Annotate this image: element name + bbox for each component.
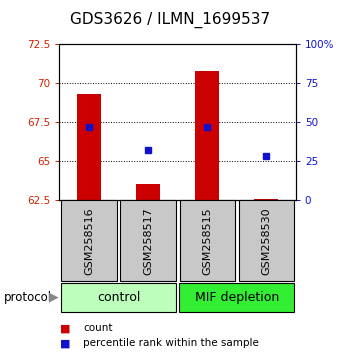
Bar [62, 200, 117, 281]
Text: control: control [97, 291, 140, 304]
Text: ▶: ▶ [49, 291, 58, 304]
Bar [179, 283, 294, 312]
Text: percentile rank within the sample: percentile rank within the sample [83, 338, 259, 348]
Text: count: count [83, 323, 113, 333]
Bar [120, 200, 176, 281]
Text: GDS3626 / ILMN_1699537: GDS3626 / ILMN_1699537 [70, 11, 270, 28]
Text: GSM258530: GSM258530 [261, 207, 271, 275]
Bar [254, 199, 278, 200]
Text: GSM258516: GSM258516 [84, 207, 94, 275]
Bar [180, 200, 235, 281]
Bar [77, 94, 101, 200]
Text: protocol: protocol [3, 291, 52, 304]
Bar [61, 283, 176, 312]
Text: ■: ■ [59, 338, 70, 348]
Text: GSM258515: GSM258515 [202, 207, 212, 275]
Text: MIF depletion: MIF depletion [194, 291, 279, 304]
Bar [195, 71, 219, 200]
Text: GSM258517: GSM258517 [143, 207, 153, 275]
Text: ■: ■ [59, 323, 70, 333]
Bar [239, 200, 294, 281]
Bar [136, 184, 160, 200]
